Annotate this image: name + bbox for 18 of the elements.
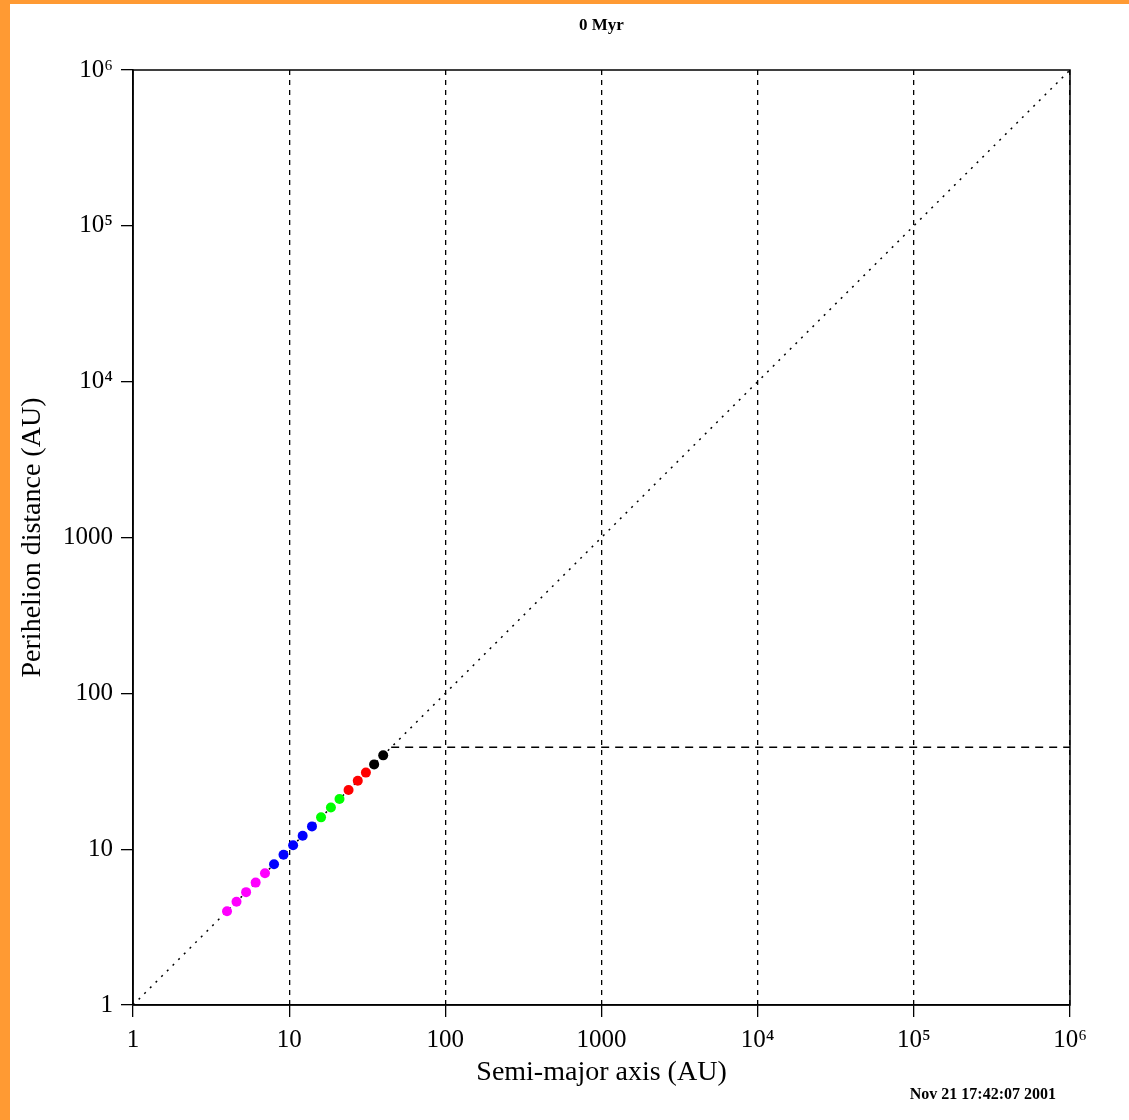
x-tick-label: 1 [126,1024,140,1052]
x-tick-label: 10 [276,1024,302,1052]
y-tick-label: 1000 [63,522,113,550]
x-tick-label: 10⁵ [896,1024,931,1052]
x-tick-label: 10⁶ [1053,1024,1087,1052]
x-axis-title: Semi-major axis (AU) [476,1055,727,1087]
y-tick-label: 10⁴ [79,366,114,394]
y-tick-label: 1 [100,989,113,1017]
x-tick-label: 100 [426,1024,465,1052]
text: Nov 21 17:42:07 2001 [909,1085,1056,1103]
y-tick-label: 10⁶ [79,54,113,82]
x-tick-label: 10⁴ [740,1024,775,1052]
y-tick-label: 100 [75,677,113,705]
chart-title: 0 Myr [579,15,625,35]
x-tick-label: 1000 [576,1024,627,1052]
y-axis-title: Perihelion distance (AU) [15,397,47,678]
y-tick-label: 10 [88,833,113,861]
y-tick-label: 10⁵ [79,210,113,238]
